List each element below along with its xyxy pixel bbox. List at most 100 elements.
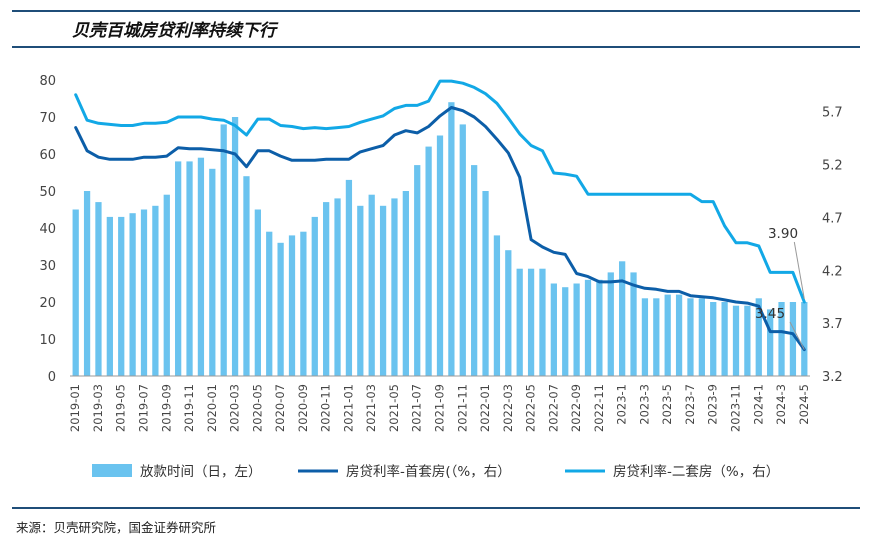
bar [630,272,637,376]
y-right-tick-label: 5.2 [822,159,843,174]
x-tick-label: 2022-01 [478,384,492,432]
x-tick-label: 2021-09 [433,384,447,432]
bar [539,268,546,376]
top-rule [12,10,860,12]
bar [732,305,740,376]
legend: 放款时间（日，左） 房贷利率-首套房(（%，右） 房贷利率-二套房（%，右） [92,463,779,480]
bar [653,298,660,376]
bar [197,157,205,376]
line-first-home-rate [74,106,806,352]
bar [95,202,102,376]
bar [550,283,557,376]
bar [186,161,193,376]
bar [607,272,614,376]
y-axis-right: 3.2 3.7 4.2 4.7 5.2 5.7 [822,106,843,385]
bar [698,298,705,376]
bar [596,279,603,376]
source-note: 来源：贝壳研究院，国金证券研究所 [16,520,217,535]
annotation-label-3-90: 3.90 [768,226,798,242]
y-right-tick-label: 3.2 [822,370,843,385]
bar [448,102,455,376]
bar [175,161,182,376]
bar [277,242,284,376]
y-left-tick-label: 10 [39,333,56,348]
bar [140,209,148,376]
bar [106,216,113,376]
y-left-tick-label: 80 [39,74,56,89]
bar [641,298,649,376]
bar [527,268,535,376]
bar [391,198,398,376]
x-tick-label: 2022-05 [524,384,538,432]
bar [516,268,523,376]
bar [493,235,501,376]
bar [231,117,239,376]
bar [436,135,444,376]
y-right-tick-label: 4.2 [822,264,843,279]
bar [459,124,466,377]
bar [687,298,694,376]
bar [710,302,717,376]
x-tick-label: 2021-11 [455,384,469,432]
bar [357,205,364,376]
x-tick-label: 2019-09 [159,384,173,432]
x-tick-label: 2021-01 [341,384,355,432]
x-tick-label: 2019-05 [114,384,128,432]
bar [345,179,353,376]
annotation-leader [789,321,805,350]
y-left-tick-label: 20 [39,296,56,311]
bar [300,231,307,376]
bar [471,165,478,376]
y-left-tick-label: 30 [39,259,56,274]
bar [368,194,375,376]
x-tick-label: 2020-05 [250,384,264,432]
x-tick-label: 2022-07 [546,384,560,432]
bar-series [72,102,808,377]
x-tick-label: 2020-09 [296,384,310,432]
x-tick-label: 2023-1 [615,384,629,425]
x-tick-label: 2024-3 [774,384,788,425]
bar [288,235,296,376]
legend-swatch-bar [92,464,132,477]
bar [266,231,273,376]
page-title: 贝壳百城房贷利率持续下行 [72,21,276,41]
x-tick-label: 2023-3 [637,384,651,425]
bar [619,261,626,376]
bar [778,302,785,376]
y-right-tick-label: 4.7 [822,211,843,226]
bar [402,191,409,376]
x-tick-label: 2023-5 [660,384,674,425]
legend-label-line2: 房贷利率-二套房（%，右） [613,463,779,480]
bar [72,209,79,376]
bar [584,279,592,376]
bar [801,302,808,376]
bar [220,124,227,377]
line-series [74,79,806,352]
bar [311,216,318,376]
x-tick-label: 2023-11 [729,384,743,432]
bar [789,302,797,376]
x-tick-label: 2019-03 [91,384,105,432]
x-tick-label: 2019-01 [68,384,82,432]
bar [379,205,387,376]
legend-label-line1: 房贷利率-首套房(（%，右） [346,463,511,480]
bar [425,146,432,376]
y-left-tick-label: 60 [39,148,56,163]
bar [744,305,751,376]
bar [664,294,671,376]
bar [721,302,728,376]
x-tick-label: 2024-1 [751,384,765,425]
x-tick-label: 2022-09 [569,384,583,432]
x-tick-label: 2024-5 [797,384,811,425]
annotation-leader [793,241,805,300]
bar [118,216,125,376]
bar [83,191,91,376]
bar [209,168,216,376]
x-tick-label: 2019-07 [137,384,151,432]
y-right-tick-label: 5.7 [822,106,843,121]
x-tick-label: 2023-7 [683,384,697,425]
bottom-rule [12,507,860,509]
annotations: 3.90 3.45 [755,226,805,350]
x-tick-label: 2021-05 [387,384,401,432]
